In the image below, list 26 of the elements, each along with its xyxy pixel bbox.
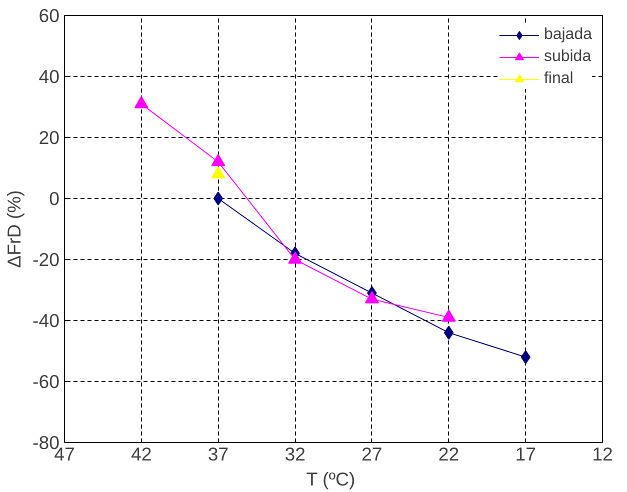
legend-label: final — [544, 70, 574, 88]
point — [134, 96, 148, 108]
x-tick-label: 42 — [130, 444, 152, 464]
point — [444, 326, 454, 340]
x-tick-label: 37 — [208, 444, 229, 464]
point — [364, 291, 379, 304]
y-tick-label: 40 — [38, 66, 60, 87]
x-tick-label: 12 — [592, 444, 613, 464]
y-tick-label: -20 — [32, 249, 60, 270]
y-tick-label: 0 — [49, 188, 60, 209]
y-tick-label: -40 — [32, 310, 60, 331]
x-axis-title: T (ºC) — [306, 468, 356, 490]
legend-label: bajada — [544, 26, 592, 44]
x-tick-label: 32 — [284, 444, 306, 464]
y-tick-label: -60 — [32, 371, 60, 392]
y-tick-label: 60 — [38, 5, 60, 26]
x-tick-label: 22 — [438, 444, 460, 464]
x-tick-label: 27 — [362, 444, 382, 464]
point — [211, 154, 226, 166]
point — [213, 192, 224, 206]
x-tick-label: 17 — [515, 444, 536, 464]
point — [288, 251, 302, 264]
legend-label: subida — [544, 48, 592, 66]
point — [211, 166, 226, 178]
y-tick-label: 20 — [38, 127, 60, 148]
y-axis-title: ΔFrD (%) — [4, 190, 25, 268]
